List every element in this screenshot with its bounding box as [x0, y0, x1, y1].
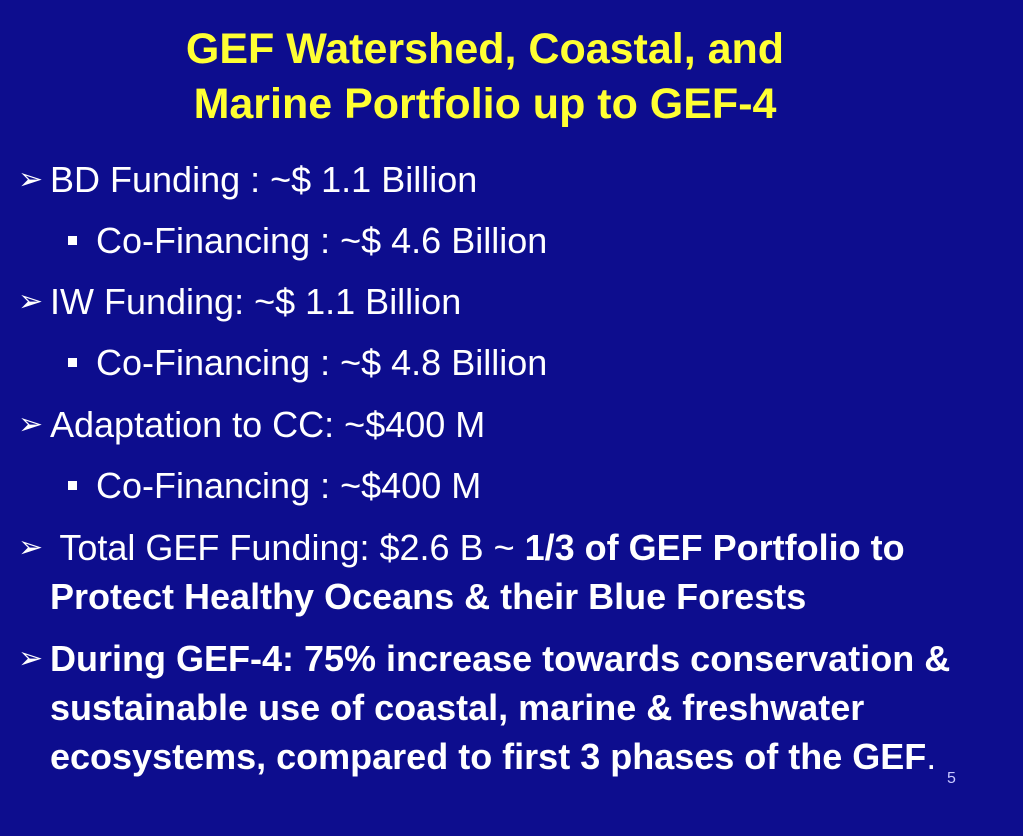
sub-bullet-iw-cofinancing: Co-Financing : ~$ 4.8 Billion — [96, 342, 548, 383]
bullet-gef4-increase: During GEF-4: 75% increase towards conse… — [50, 634, 1000, 781]
gef4-increase-text: During GEF-4: 75% increase towards conse… — [50, 638, 951, 777]
arrow-bullet-icon: ➢ — [18, 163, 44, 196]
title-line-2: Marine Portfolio up to GEF-4 — [193, 80, 777, 128]
sub-bullet-adaptation-cofinancing: Co-Financing : ~$400 M — [96, 465, 482, 506]
page-number: 5 — [947, 770, 956, 787]
slide-title: GEF Watershed, Coastal, and Marine Portf… — [60, 22, 910, 132]
arrow-bullet-icon: ➢ — [18, 408, 44, 441]
square-bullet-icon — [68, 358, 77, 367]
bullet-bd-funding: BD Funding : ~$ 1.1 Billion — [50, 159, 478, 200]
total-funding-text: Total GEF Funding: $2.6 B ~ — [50, 527, 525, 568]
bullet-iw-funding: IW Funding: ~$ 1.1 Billion — [50, 281, 462, 322]
arrow-bullet-icon: ➢ — [18, 642, 44, 675]
arrow-bullet-icon: ➢ — [18, 531, 44, 564]
square-bullet-icon — [68, 481, 77, 490]
title-line-1: GEF Watershed, Coastal, and — [185, 25, 785, 73]
bullet-adaptation: Adaptation to CC: ~$400 M — [50, 404, 486, 445]
square-bullet-icon — [68, 236, 77, 245]
gef4-increase-period: . — [926, 736, 937, 777]
arrow-bullet-icon: ➢ — [18, 285, 44, 318]
total-funding-emphasis: 1/3 of GEF Portfolio to Protect Healthy … — [50, 527, 905, 617]
bullet-total-funding: Total GEF Funding: $2.6 B ~ 1/3 of GEF P… — [50, 523, 1015, 621]
sub-bullet-bd-cofinancing: Co-Financing : ~$ 4.6 Billion — [96, 220, 548, 261]
